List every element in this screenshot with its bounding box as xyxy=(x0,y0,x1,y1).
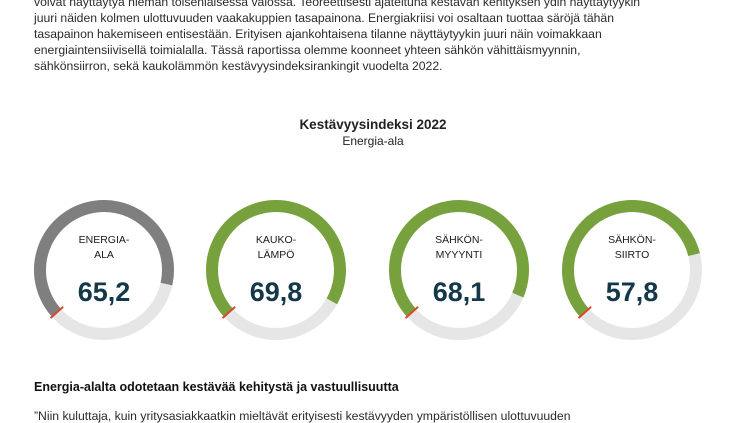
section-heading: Energia-alalta odotetaan kestävää kehity… xyxy=(34,380,399,394)
gauge-kaukolampo: KAUKO- LÄMPÖ 69,8 xyxy=(203,197,349,343)
gauge-value-arc xyxy=(389,200,529,317)
gauge-label: SÄHKÖN- SIIRTO xyxy=(559,233,705,263)
gauge-value-arc xyxy=(562,200,700,317)
gauge-label-line: KAUKO- xyxy=(255,234,297,246)
gauge-ring xyxy=(389,200,529,340)
gauge-label-line: MYYYNTI xyxy=(435,249,483,261)
gauge-value: 68,1 xyxy=(432,277,486,307)
gauge-label-line: ALA xyxy=(94,249,114,261)
gauge-sahkonmyynti: SÄHKÖN- MYYYNTI 68,1 xyxy=(386,197,532,343)
gauge-label-line: SÄHKÖN- xyxy=(435,234,483,246)
gauge-value: 69,8 xyxy=(249,277,303,307)
gauge-energia-ala: ENERGIA- ALA 65,2 xyxy=(31,197,177,343)
gauge-start-marker xyxy=(404,306,419,319)
intro-line: sähkönsiirron, sekä kaukolämmön kestävyy… xyxy=(34,59,443,73)
gauge-label-line: LÄMPÖ xyxy=(257,249,295,261)
intro-line: voivat näyttäytyä hieman toisenlaisessa … xyxy=(34,0,641,9)
gauge-ring xyxy=(562,200,702,340)
gauge-value: 65,2 xyxy=(77,277,131,307)
gauge-sahkonsiirto: SÄHKÖN- SIIRTO 57,8 xyxy=(559,197,705,343)
gauge-start-marker xyxy=(49,306,64,319)
intro-line: energiaintensiivisellä toimialalla. Täss… xyxy=(34,43,581,57)
gauge-value-arc xyxy=(206,200,346,317)
gauge-label-line: ENERGIA- xyxy=(78,234,130,246)
gauge-ring xyxy=(206,200,346,340)
intro-paragraph: voivat näyttäytyä hieman toisenlaisessa … xyxy=(34,0,718,74)
gauge-value-arc xyxy=(34,200,174,317)
gauge-start-marker xyxy=(577,306,592,319)
gauge-start-marker xyxy=(221,306,236,319)
gauge-label-line: SÄHKÖN- xyxy=(608,234,656,246)
chart-subtitle: Energia-ala xyxy=(342,134,404,148)
intro-line: tasapainon hakemiseen entisestään. Erity… xyxy=(34,27,602,41)
gauge-label: ENERGIA- ALA xyxy=(31,233,177,263)
gauge-value: 57,8 xyxy=(605,277,659,307)
gauge-label-line: SIIRTO xyxy=(614,249,650,261)
intro-line: juuri näiden kolmen ulottuvuuden vaakaku… xyxy=(34,11,614,25)
gauge-ring xyxy=(34,200,174,340)
gauge-label: SÄHKÖN- MYYYNTI xyxy=(386,233,532,263)
gauge-label: KAUKO- LÄMPÖ xyxy=(203,233,349,263)
body-text-line: ”Niin kuluttaja, kuin yritysasiakkaatkin… xyxy=(34,409,571,423)
chart-title: Kestävyysindeksi 2022 xyxy=(299,117,447,132)
